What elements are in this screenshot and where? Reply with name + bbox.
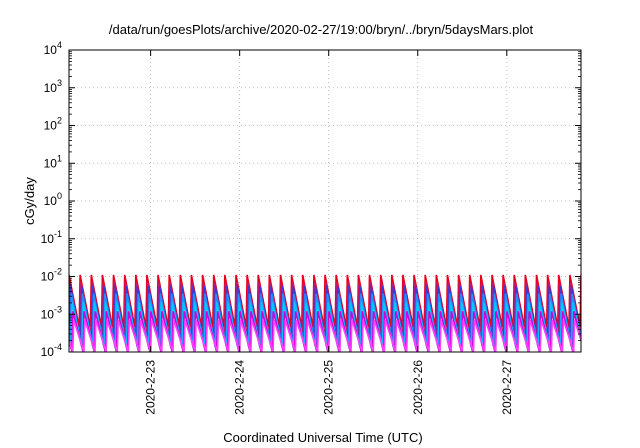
- series-line: [69, 302, 581, 350]
- x-axis: 2020-2-23 2020-2-24 2020-2-25 2020-2-26 2020…: [144, 50, 514, 415]
- y-axis: 104 103 102 101 100 10-1 10-2 10-3 10-4: [41, 40, 581, 359]
- y-tick-label: 10-1: [41, 229, 62, 246]
- y-tick-label: 10-3: [41, 304, 62, 321]
- x-tick-label: 2020-2-26: [411, 360, 425, 415]
- y-tick-label: 103: [44, 78, 62, 95]
- series-line: [69, 311, 581, 352]
- y-tick-label: 104: [44, 40, 62, 57]
- series-group: [69, 274, 581, 352]
- x-tick-label: 2020-2-25: [322, 360, 336, 415]
- y-tick-label: 102: [44, 116, 62, 133]
- x-axis-title: Coordinated Universal Time (UTC): [223, 430, 422, 445]
- chart-title: /data/run/goesPlots/archive/2020-02-27/1…: [109, 22, 534, 37]
- y-tick-label: 101: [44, 153, 62, 170]
- y-tick-label: 10-4: [41, 342, 62, 359]
- y-axis-title: cGy/day: [22, 177, 37, 225]
- x-tick-label: 2020-2-24: [233, 360, 247, 415]
- series-line: [69, 293, 581, 347]
- x-tick-label: 2020-2-27: [500, 360, 514, 415]
- y-tick-label: 100: [44, 191, 62, 208]
- x-tick-label: 2020-2-23: [144, 360, 158, 415]
- series-line: [69, 282, 581, 338]
- y-tick-label: 10-2: [41, 267, 62, 284]
